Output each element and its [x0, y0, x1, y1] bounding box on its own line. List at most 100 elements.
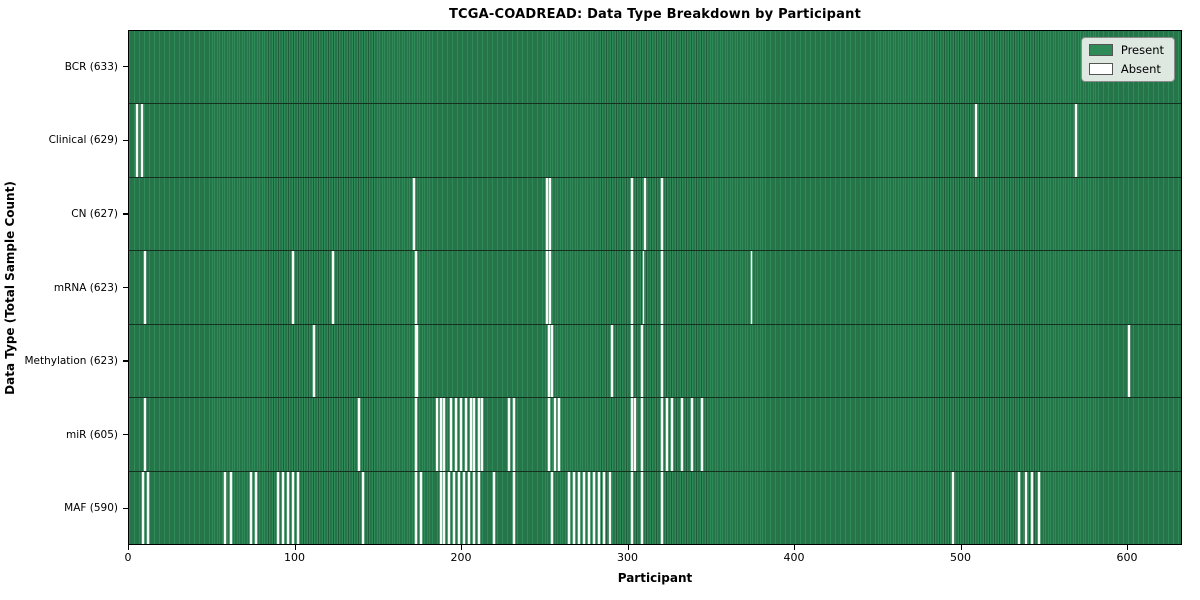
absent-line — [642, 251, 645, 324]
absent-line — [1127, 324, 1130, 398]
absent-line — [547, 324, 550, 398]
absent-line — [469, 398, 472, 471]
absent-line — [358, 398, 361, 471]
absent-line — [951, 471, 954, 544]
absent-line — [660, 324, 663, 398]
legend-item-absent: Absent — [1088, 62, 1164, 76]
absent-line — [419, 471, 422, 544]
absent-line — [665, 398, 668, 471]
legend-item-present: Present — [1088, 43, 1164, 57]
absent-line — [436, 398, 439, 471]
row-clinical — [129, 104, 1181, 178]
xtick-label-300: 300 — [617, 551, 639, 564]
absent-line — [567, 471, 570, 544]
absent-line — [416, 324, 419, 398]
absent-line — [255, 471, 258, 544]
legend: Present Absent — [1080, 37, 1175, 82]
absent-line — [597, 471, 600, 544]
absent-line — [546, 177, 549, 251]
plot-area: Present Absent — [128, 30, 1182, 545]
legend-swatch-present — [1088, 44, 1113, 56]
absent-line — [143, 251, 146, 324]
xtick-label-600: 600 — [1116, 551, 1138, 564]
legend-label: Present — [1120, 43, 1164, 57]
xtick-mark — [960, 545, 962, 550]
absent-line — [670, 398, 673, 471]
absent-line — [296, 471, 299, 544]
absent-line — [582, 471, 585, 544]
absent-line — [680, 398, 683, 471]
absent-line — [547, 398, 550, 471]
ytick-mark — [123, 434, 128, 436]
absent-line — [473, 398, 475, 471]
absent-line — [291, 251, 294, 324]
xtick-mark — [294, 545, 296, 550]
xtick-mark — [794, 545, 796, 550]
absent-line — [700, 398, 703, 471]
xtick-label-0: 0 — [124, 551, 132, 564]
row-bcr — [129, 31, 1181, 105]
absent-line — [557, 398, 560, 471]
ytick-label-clinical: Clinical (629) — [48, 134, 118, 147]
absent-line — [230, 471, 233, 544]
absent-line — [1038, 471, 1040, 544]
absent-line — [443, 398, 445, 471]
ytick-label-mrna: mRNA (623) — [53, 281, 118, 294]
xtick-mark — [128, 545, 130, 550]
xtick-label-100: 100 — [284, 551, 305, 564]
ytick-mark — [123, 139, 128, 141]
absent-line — [660, 398, 663, 471]
xtick-label-400: 400 — [783, 551, 805, 564]
ytick-mark — [123, 66, 128, 68]
absent-line — [453, 471, 455, 544]
row-maf — [129, 471, 1181, 544]
absent-line — [458, 471, 460, 544]
absent-line — [481, 398, 484, 471]
absent-line — [286, 471, 289, 544]
absent-line — [644, 177, 647, 251]
absent-line — [640, 324, 643, 398]
absent-line — [750, 251, 753, 324]
absent-line — [281, 471, 284, 544]
absent-line — [414, 324, 417, 398]
absent-line — [361, 471, 364, 544]
xtick-mark — [627, 545, 629, 550]
x-axis-label: Participant — [617, 571, 693, 585]
absent-line — [468, 471, 470, 544]
absent-line — [276, 471, 279, 544]
absent-line — [454, 398, 457, 471]
absent-line — [478, 398, 480, 471]
absent-line — [413, 177, 416, 251]
absent-line — [549, 177, 552, 251]
absent-line — [572, 471, 575, 544]
absent-line — [512, 398, 515, 471]
absent-line — [443, 471, 445, 544]
absent-line — [414, 398, 417, 471]
absent-line — [551, 471, 554, 544]
absent-line — [291, 471, 294, 544]
absent-line — [690, 398, 693, 471]
ytick-mark — [123, 507, 128, 509]
absent-line — [1018, 471, 1021, 544]
absent-line — [512, 471, 515, 544]
absent-line — [223, 471, 226, 544]
absent-line — [602, 471, 605, 544]
absent-line — [660, 177, 663, 251]
absent-line — [142, 471, 145, 544]
ytick-mark — [123, 360, 128, 362]
absent-line — [577, 471, 580, 544]
absent-line — [974, 104, 977, 177]
absent-line — [630, 324, 633, 398]
legend-label: Absent — [1120, 62, 1161, 76]
absent-line — [551, 324, 554, 398]
absent-line — [609, 471, 612, 544]
row-mir — [129, 398, 1181, 472]
ytick-mark — [123, 213, 128, 215]
row-mrna — [129, 251, 1181, 325]
ytick-label-cn: CN (627) — [71, 207, 118, 220]
absent-line — [546, 251, 549, 324]
absent-line — [147, 471, 150, 544]
absent-line — [549, 251, 552, 324]
ytick-label-bcr: BCR (633) — [64, 60, 118, 73]
ytick-label-mir: miR (605) — [65, 428, 118, 441]
